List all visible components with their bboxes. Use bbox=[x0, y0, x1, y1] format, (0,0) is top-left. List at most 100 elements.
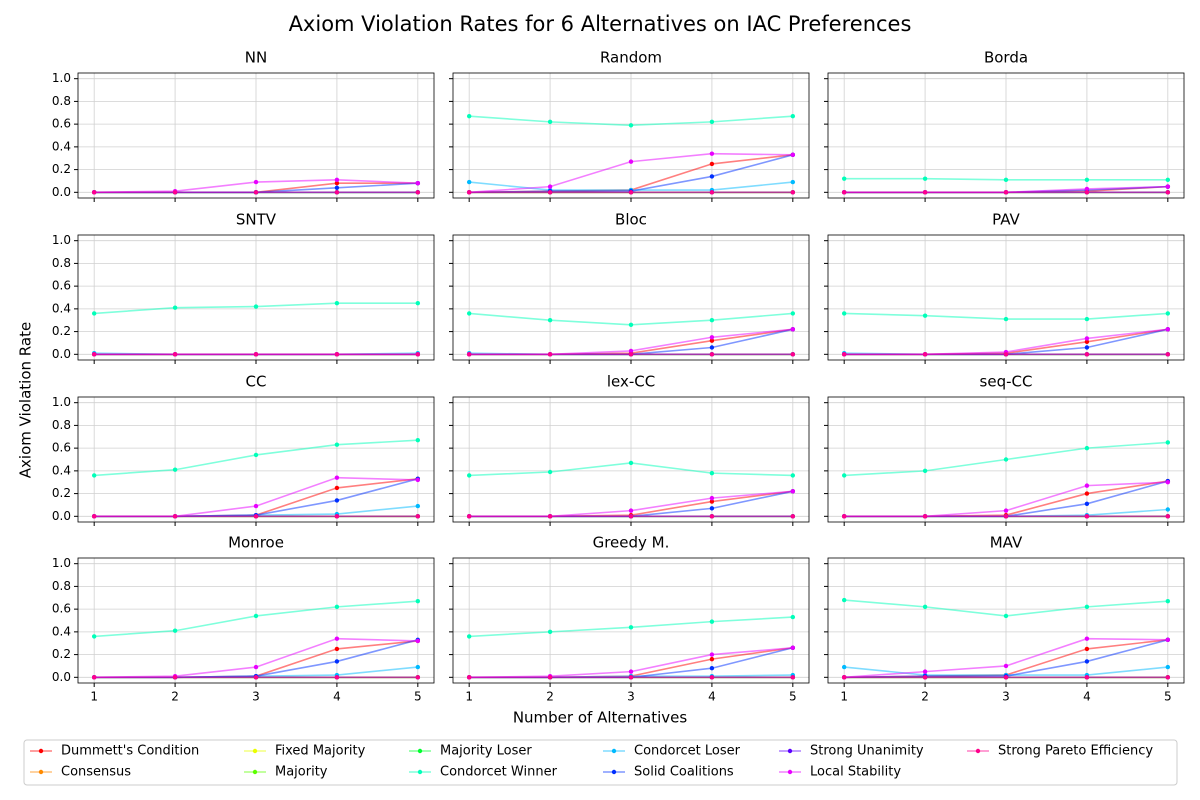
y-tick-label: 0.2 bbox=[52, 647, 71, 661]
y-tick-label: 0.2 bbox=[52, 324, 71, 338]
data-point bbox=[1003, 613, 1009, 619]
data-point bbox=[1084, 336, 1090, 341]
data-point bbox=[1084, 659, 1090, 664]
data-point bbox=[709, 470, 715, 476]
data-point bbox=[628, 348, 634, 354]
data-point bbox=[91, 514, 97, 519]
data-point bbox=[709, 119, 715, 125]
data-point bbox=[172, 352, 178, 357]
data-point bbox=[334, 498, 340, 503]
data-point bbox=[466, 113, 472, 119]
x-tick-label: 1 bbox=[465, 690, 473, 704]
data-point bbox=[1084, 352, 1090, 357]
data-point bbox=[1165, 440, 1171, 445]
data-point bbox=[790, 614, 796, 620]
data-point bbox=[334, 300, 340, 306]
plot-frame bbox=[827, 234, 1185, 361]
data-point bbox=[1084, 316, 1090, 322]
x-tick-label: 2 bbox=[546, 690, 554, 704]
data-point bbox=[334, 475, 340, 480]
data-point bbox=[334, 181, 340, 186]
data-point bbox=[709, 495, 715, 501]
data-point bbox=[1084, 483, 1090, 488]
data-point bbox=[547, 184, 553, 189]
data-point bbox=[628, 190, 634, 195]
data-point bbox=[790, 190, 796, 195]
x-tick-label: 2 bbox=[171, 690, 179, 704]
panel-title: NN bbox=[245, 49, 267, 67]
data-point bbox=[628, 514, 634, 519]
data-point bbox=[466, 675, 472, 680]
legend-label: Consensus bbox=[61, 765, 131, 780]
data-point bbox=[91, 473, 97, 478]
data-point bbox=[922, 176, 928, 181]
data-point bbox=[841, 473, 847, 478]
data-point bbox=[709, 675, 715, 680]
data-point bbox=[628, 460, 634, 466]
data-point bbox=[922, 352, 928, 357]
data-point bbox=[922, 514, 928, 519]
panel-title: lex-CC bbox=[607, 373, 655, 391]
x-tick-label: 1 bbox=[90, 690, 98, 704]
data-point bbox=[91, 190, 97, 195]
data-point bbox=[628, 322, 634, 327]
legend-marker bbox=[417, 769, 423, 775]
data-point bbox=[172, 628, 178, 633]
data-point bbox=[1165, 507, 1171, 512]
data-point bbox=[709, 161, 715, 167]
legend-label: Majority Loser bbox=[440, 744, 532, 759]
plot-frame bbox=[77, 396, 435, 523]
data-point bbox=[1003, 457, 1009, 462]
data-point bbox=[466, 352, 472, 357]
legend-label: Strong Pareto Efficiency bbox=[998, 744, 1153, 759]
data-point bbox=[1084, 491, 1090, 496]
data-point bbox=[334, 352, 340, 357]
data-point bbox=[1084, 190, 1090, 195]
panel-title: seq-CC bbox=[980, 373, 1033, 391]
y-tick-label: 0.4 bbox=[52, 139, 71, 153]
data-point bbox=[1084, 514, 1090, 519]
data-point bbox=[1165, 352, 1171, 357]
data-point bbox=[1165, 190, 1171, 195]
data-point bbox=[1084, 636, 1090, 641]
legend-label: Local Stability bbox=[810, 765, 901, 780]
data-point bbox=[334, 604, 340, 610]
data-point bbox=[172, 675, 178, 680]
y-tick-label: 0.4 bbox=[52, 301, 71, 315]
data-point bbox=[547, 629, 553, 635]
plot-frame bbox=[452, 234, 810, 361]
y-tick-label: 0.8 bbox=[52, 94, 71, 108]
data-point bbox=[172, 190, 178, 195]
data-point bbox=[334, 675, 340, 680]
x-tick-label: 3 bbox=[252, 690, 260, 704]
y-tick-label: 0.0 bbox=[52, 670, 71, 684]
data-point bbox=[790, 179, 796, 185]
data-point bbox=[841, 664, 847, 670]
data-point bbox=[709, 174, 715, 179]
data-point bbox=[790, 473, 796, 478]
legend-marker bbox=[38, 769, 44, 775]
y-tick-label: 0.6 bbox=[52, 117, 71, 131]
data-point bbox=[1165, 327, 1171, 332]
y-tick-label: 0.8 bbox=[52, 579, 71, 593]
data-point bbox=[334, 190, 340, 195]
x-tick-label: 3 bbox=[627, 690, 635, 704]
data-point bbox=[841, 190, 847, 195]
data-point bbox=[415, 190, 421, 195]
x-tick-label: 5 bbox=[789, 690, 797, 704]
panel-title: SNTV bbox=[236, 211, 277, 229]
data-point bbox=[334, 659, 340, 664]
data-point bbox=[466, 634, 472, 639]
data-point bbox=[790, 152, 796, 158]
x-tick-label: 4 bbox=[708, 690, 716, 704]
y-tick-label: 0.8 bbox=[52, 418, 71, 432]
data-point bbox=[709, 499, 715, 504]
data-point bbox=[172, 514, 178, 519]
y-tick-label: 0.0 bbox=[52, 347, 71, 361]
data-point bbox=[1003, 675, 1009, 680]
data-point bbox=[709, 652, 715, 657]
plot-frame bbox=[827, 396, 1185, 523]
data-point bbox=[91, 675, 97, 680]
y-tick-label: 1.0 bbox=[52, 71, 71, 85]
data-point bbox=[1084, 604, 1090, 610]
